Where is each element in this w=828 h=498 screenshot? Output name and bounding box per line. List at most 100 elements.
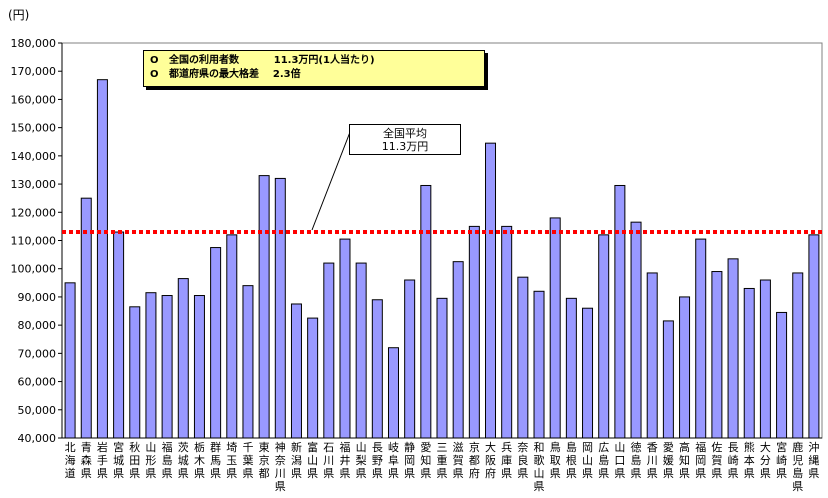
bar [371,299,383,439]
y-tick-label: 70,000 [18,347,57,360]
bar [177,278,189,439]
x-tick-label: 青森県 [81,441,92,480]
x-tick-label: 群馬県 [210,440,221,480]
bar [565,297,577,439]
bar [501,225,513,439]
y-tick-label: 120,000 [11,206,57,219]
y-axis: 40,000 50,000 60,000 70,000 80,000 90,000 100,… [11,37,822,445]
bar [468,225,480,439]
y-tick-label: 180,000 [11,37,57,50]
x-tick-label: 富山県 [307,440,318,480]
bar [113,231,125,439]
y-unit-label: (円) [8,8,29,22]
x-tick-label: 神奈川県 [275,440,286,493]
bar [695,238,707,439]
bar [485,142,497,439]
bar [307,317,319,439]
x-axis: 北海道青森県岩手県宮城県秋田県山形県福島県茨城県栃木県群馬県埼玉県千葉県東京都神… [65,440,820,493]
bar [387,347,399,439]
x-tick-label: 香川県 [647,441,658,480]
bar [646,272,658,439]
bar [258,175,270,439]
bar [161,295,173,439]
x-tick-label: 福岡県 [695,440,706,480]
x-tick-label: 岐阜県 [388,441,399,480]
y-tick-label: 160,000 [11,93,57,106]
x-tick-label: 広島県 [598,441,609,480]
bar [614,184,626,439]
x-tick-label: 熊本県 [744,440,755,480]
x-tick-label: 徳島県 [631,441,642,480]
x-tick-label: 福島県 [162,440,173,480]
bar [339,238,351,439]
bar [404,279,416,439]
x-tick-label: 佐賀県 [711,440,722,480]
bar [355,262,367,439]
x-tick-label: 兵庫県 [501,441,512,480]
summary-note-box: O 全国の利用者数 11.3万円(1人当たり) O 都道府県の最大格差 2.3倍 [143,50,485,87]
x-tick-label: 高知県 [679,440,690,480]
bar [598,234,610,439]
y-tick-label: 50,000 [18,404,57,417]
x-tick-label: 山梨県 [356,441,367,480]
bar [193,295,205,439]
callout-leader-line [311,126,353,231]
bar [290,303,302,439]
bar [792,272,804,439]
x-tick-label: 長野県 [372,441,383,480]
x-tick-label: 京都府 [469,440,480,480]
bar [323,262,335,439]
x-tick-label: 茨城県 [178,440,189,480]
x-tick-label: 島根県 [566,440,577,480]
bar [129,306,141,439]
average-callout-value: 11.3万円 [381,140,429,153]
x-tick-label: 栃木県 [194,440,205,480]
x-tick-label: 山形県 [145,441,156,480]
x-tick-label: 鳥取県 [550,440,561,480]
x-tick-label: 岡山県 [582,441,593,480]
y-tick-label: 170,000 [11,65,57,78]
x-tick-label: 秋田県 [129,440,140,480]
average-callout: 全国平均 11.3万円 [349,124,461,155]
x-tick-label: 和歌山県 [534,441,545,493]
bar [226,234,238,439]
x-tick-label: 滋賀県 [453,441,464,480]
y-tick-label: 60,000 [18,376,57,389]
x-tick-label: 静岡県 [404,440,415,480]
x-tick-label: 三重県 [437,441,448,480]
x-tick-label: 大阪府 [485,440,496,480]
bar [64,282,76,439]
x-tick-label: 北海道 [65,441,76,480]
summary-note-disparity: O 都道府県の最大格差 2.3倍 [150,69,301,80]
bar [808,234,820,439]
y-tick-label: 130,000 [11,178,57,191]
bar [452,261,464,439]
summary-note-users: O 全国の利用者数 11.3万円(1人当たり) [150,55,375,66]
x-tick-label: 東京都 [259,441,270,480]
bar [96,79,108,439]
x-tick-label: 宮崎県 [776,440,787,480]
bar [436,297,448,439]
bar [145,292,157,439]
x-tick-label: 奈良県 [517,440,528,480]
bar [743,287,755,439]
bar [711,271,723,439]
bar [420,184,432,439]
y-tick-label: 150,000 [11,122,57,135]
bar [630,221,642,439]
bar [80,197,92,439]
bars [64,79,820,439]
x-tick-label: 沖縄県 [808,441,819,480]
y-tick-label: 40,000 [18,432,57,445]
bar [582,307,594,439]
y-tick-label: 80,000 [18,319,57,332]
y-tick-label: 110,000 [11,235,57,248]
bar [242,285,254,439]
bar [533,290,545,439]
y-tick-label: 100,000 [11,263,57,276]
y-tick-label: 90,000 [18,291,57,304]
bar [274,177,286,439]
y-tick-label: 140,000 [11,150,57,163]
bar [210,247,222,439]
